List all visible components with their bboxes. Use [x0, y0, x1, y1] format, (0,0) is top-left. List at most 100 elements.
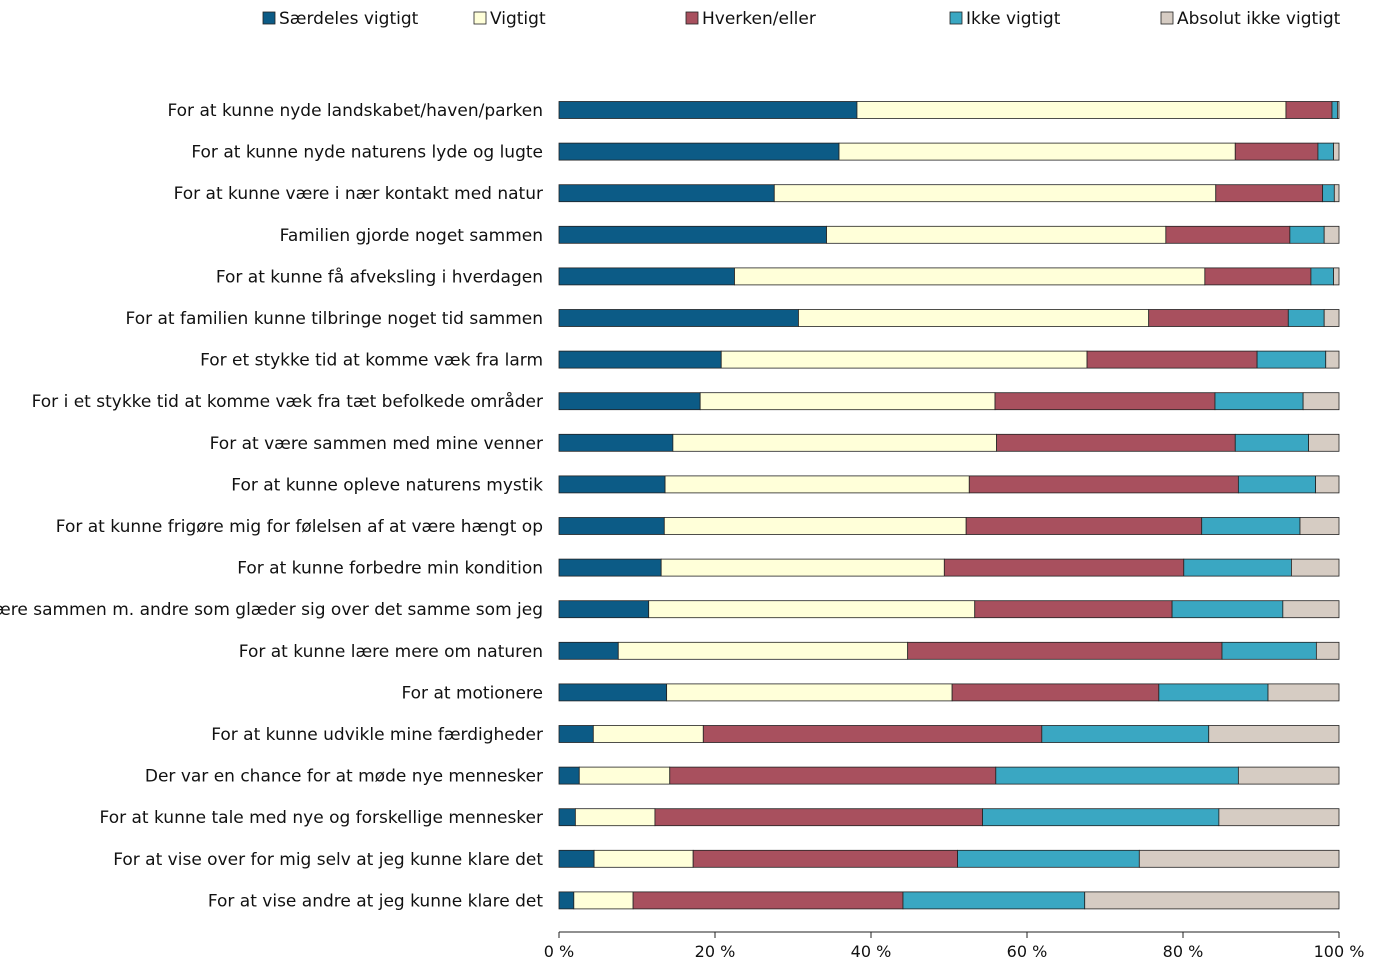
bar-row [558, 392, 1340, 411]
bars [558, 101, 1340, 910]
category-label: For at kunne nyde naturens lyde og lugte [191, 143, 543, 163]
bar-segment [1291, 558, 1340, 577]
bar-segment [982, 808, 1220, 827]
bar-segment [1315, 475, 1340, 494]
bar-segment [1234, 433, 1309, 452]
bar-segment [856, 101, 1287, 119]
bar-segment [593, 849, 694, 868]
bar-row [558, 475, 1340, 494]
bar-segment [558, 849, 595, 868]
category-label: For at kunne tale med nye og forskellige… [100, 808, 543, 828]
bar-segment [692, 849, 958, 868]
bar-segment [1337, 101, 1340, 119]
bar-segment [1310, 267, 1334, 286]
bar-segment [558, 558, 662, 577]
category-label: For at kunne forbedre min kondition [237, 559, 543, 579]
category-label: Være sammen m. andre som glæder sig over… [0, 600, 543, 620]
bar-row [558, 433, 1340, 452]
bar-segment [1323, 309, 1340, 327]
bar-row [558, 309, 1340, 327]
bar-row [558, 142, 1340, 161]
bar-segment [1148, 309, 1289, 327]
bar-segment [558, 725, 594, 743]
bar-segment [1282, 600, 1340, 619]
bar-segment [1299, 517, 1340, 535]
bar-segment [617, 641, 909, 660]
bar-segment [558, 350, 722, 369]
bar-segment [1221, 641, 1317, 660]
bar-segment [1041, 725, 1210, 743]
legend-item: Vigtigt [473, 9, 546, 29]
bar-segment [1214, 392, 1304, 411]
bar-segment [702, 725, 1043, 743]
bar-row [558, 808, 1340, 827]
bar-segment [1331, 101, 1338, 119]
bar-segment [1322, 184, 1335, 203]
bar-segment [974, 600, 1173, 619]
bar-segment [558, 267, 735, 286]
legend-label: Ikke vigtigt [966, 9, 1061, 29]
category-label: For at kunne frigøre mig for følelsen af… [56, 517, 543, 537]
bar-row [558, 641, 1340, 660]
bar-segment [1333, 184, 1340, 203]
bar-segment [902, 891, 1086, 910]
bar-segment [1317, 142, 1334, 161]
bar-segment [838, 142, 1236, 161]
x-axis: 0 % 20 % 40 % 60 % 80 % 100 % [544, 931, 1365, 961]
legend-swatch [949, 11, 963, 25]
bar-segment [574, 808, 656, 827]
bar-segment [1267, 683, 1340, 702]
bar-segment [592, 725, 704, 743]
bar-segment [907, 641, 1223, 660]
bar-segment [1333, 267, 1340, 286]
category-label: For et stykke tid at komme væk fra larm [200, 351, 543, 371]
category-label: For at vise over for mig selv at jeg kun… [113, 850, 543, 870]
legend-item: Ikke vigtigt [949, 9, 1061, 29]
bar-segment [664, 475, 970, 494]
bar-segment [1158, 683, 1269, 702]
category-label: For at motionere [401, 683, 543, 703]
x-tick-label: 20 % [695, 942, 736, 961]
bar-segment [1315, 641, 1340, 660]
legend-label: Absolut ikke vigtigt [1177, 9, 1341, 29]
bar-segment [1204, 267, 1312, 286]
category-label: For at kunne lære mere om naturen [239, 642, 543, 662]
bar-segment [1302, 392, 1340, 411]
bar-segment [558, 433, 674, 452]
bar-segment [1285, 101, 1333, 119]
bar-row [558, 517, 1340, 535]
x-tick-label: 40 % [851, 942, 892, 961]
bar-segment [558, 766, 580, 785]
bar-segment [1215, 184, 1324, 203]
bar-row [558, 101, 1340, 119]
bar-segment [558, 392, 701, 411]
bar-segment [996, 433, 1236, 452]
bar-segment [558, 184, 775, 203]
bar-segment [995, 766, 1239, 785]
bar-row [558, 184, 1340, 203]
bar-segment [558, 475, 666, 494]
legend-swatch [685, 11, 699, 25]
bar-segment [1183, 558, 1292, 577]
bar-segment [699, 392, 996, 411]
bar-segment [1084, 891, 1340, 910]
x-tick-label: 100 % [1314, 942, 1365, 961]
bar-segment [1086, 350, 1258, 369]
category-label: For at kunne være i nær kontakt med natu… [174, 184, 543, 204]
bar-segment [968, 475, 1239, 494]
bar-row [558, 766, 1340, 785]
x-tick-label: 0 % [544, 942, 574, 961]
bar-segment [1234, 142, 1319, 161]
bar-segment [826, 225, 1167, 244]
bar-segment [558, 600, 650, 619]
bar-segment [558, 101, 858, 119]
bar-row [558, 891, 1340, 910]
bar-segment [951, 683, 1160, 702]
bar-segment [1201, 517, 1301, 535]
bar-segment [558, 309, 799, 327]
bar-segment [558, 225, 827, 244]
bar-segment [1287, 309, 1325, 327]
category-label: For at kunne udvikle mine færdigheder [211, 725, 543, 745]
bar-segment [965, 517, 1203, 535]
